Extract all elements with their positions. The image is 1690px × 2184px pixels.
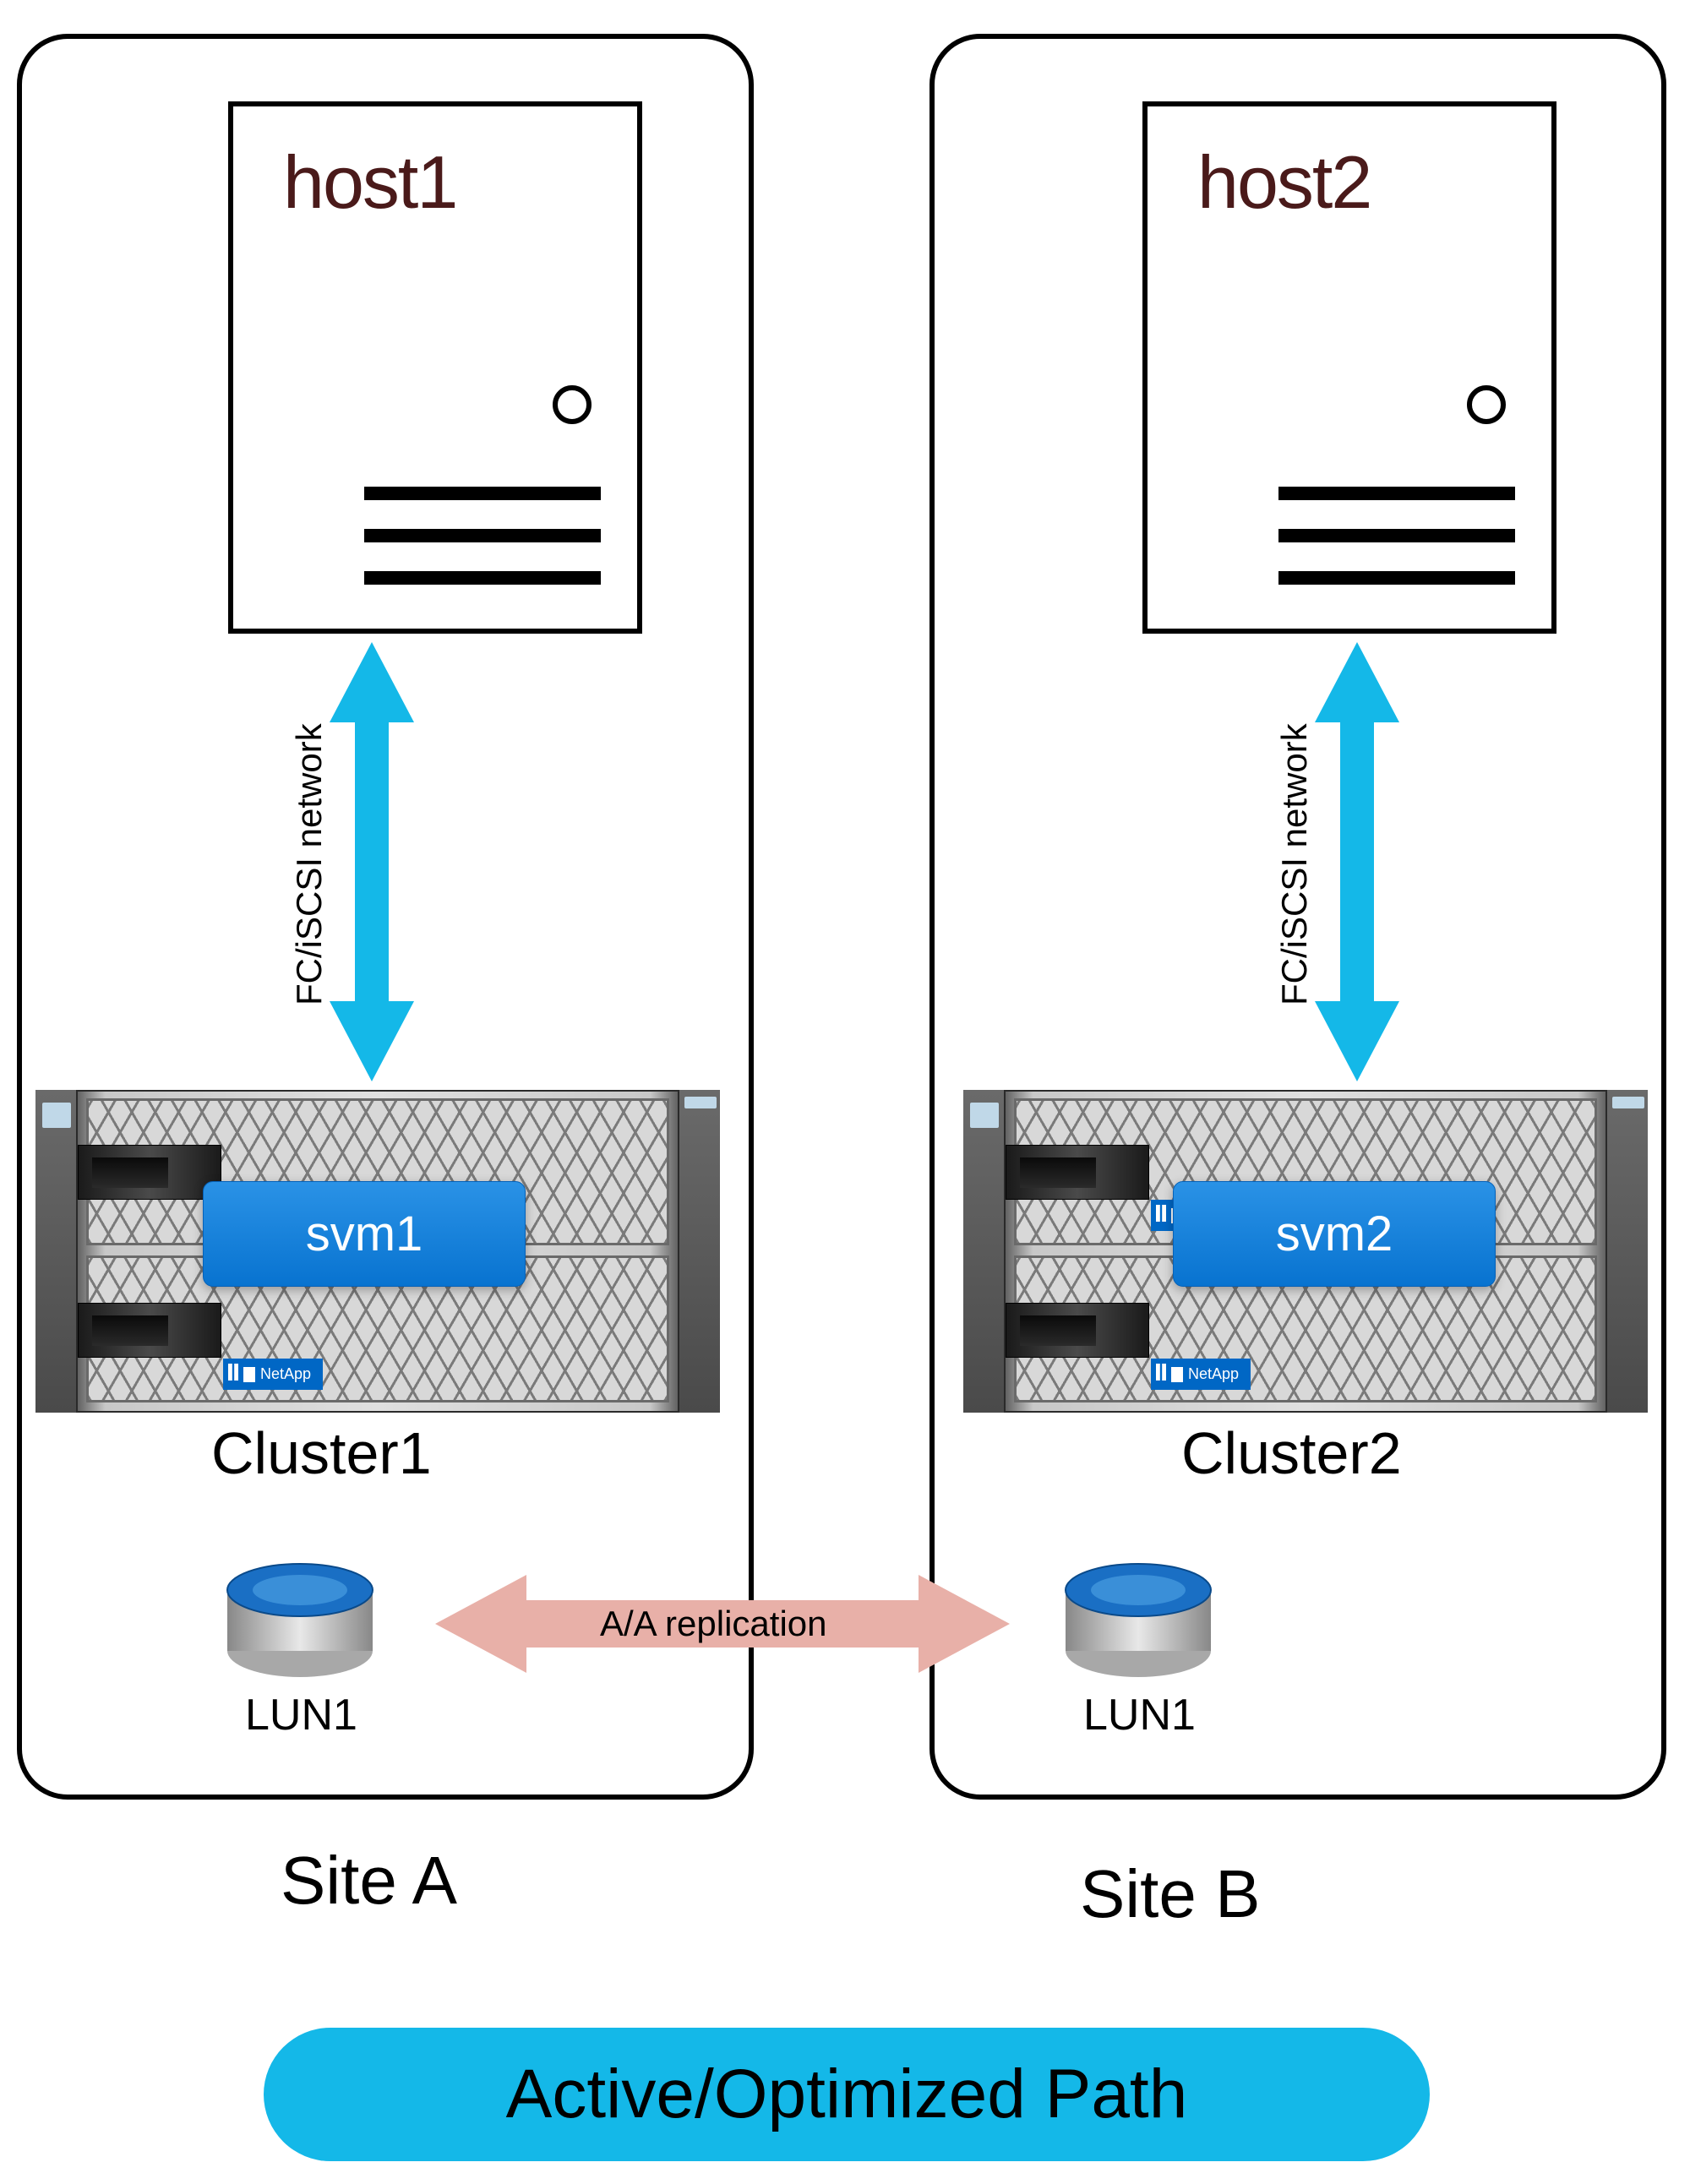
slot: [92, 1157, 168, 1188]
cluster1-left-ear: [35, 1090, 78, 1413]
slot: [1020, 1315, 1096, 1346]
svm2-label: svm2: [1173, 1181, 1496, 1287]
slot: [92, 1315, 168, 1346]
cluster2-handle: [1006, 1145, 1149, 1200]
host1-vent: [364, 529, 601, 542]
indicator: [42, 1103, 71, 1128]
netapp-n-icon: [1171, 1367, 1183, 1382]
cluster1-handle: [78, 1145, 221, 1200]
host1-power-led: [553, 385, 592, 424]
indicator: [970, 1103, 999, 1128]
network-label-b: FC/iSCSI network: [1274, 718, 1315, 1005]
site-b-label: Site B: [1080, 1855, 1260, 1933]
host2-vent: [1278, 487, 1515, 500]
network-arrow-b: [1315, 642, 1399, 1081]
legend-active-optimized: Active/Optimized Path: [264, 2028, 1430, 2161]
host2-label: host2: [1197, 139, 1371, 226]
host2-power-led: [1467, 385, 1506, 424]
network-arrow-a: [330, 642, 414, 1081]
host2-vent: [1278, 571, 1515, 585]
netapp-logo: NetApp: [1151, 1359, 1251, 1390]
netapp-n-icon: [243, 1367, 255, 1382]
replication-label: A/A replication: [600, 1604, 827, 1644]
cluster1-right-ear: [678, 1090, 720, 1413]
host1-label: host1: [283, 139, 456, 226]
site-a-label: Site A: [281, 1842, 457, 1920]
legend-text: Active/Optimized Path: [506, 2055, 1188, 2134]
lun1-b-label: LUN1: [1083, 1690, 1196, 1740]
cluster2-handle: [1006, 1303, 1149, 1358]
svm1-label: svm1: [203, 1181, 526, 1287]
indicator: [684, 1097, 717, 1108]
lun1-a-label: LUN1: [245, 1690, 357, 1740]
lun1-a-icon: [225, 1561, 375, 1680]
cluster2-right-ear: [1606, 1090, 1648, 1413]
cluster1-handle: [78, 1303, 221, 1358]
lun1-b-icon: [1063, 1561, 1213, 1680]
host1-vent: [364, 487, 601, 500]
indicator: [1612, 1097, 1644, 1108]
host2-vent: [1278, 529, 1515, 542]
cluster2-left-ear: [963, 1090, 1006, 1413]
cluster2-label: Cluster2: [1181, 1419, 1402, 1487]
netapp-logo: NetApp: [223, 1359, 323, 1390]
host1-vent: [364, 571, 601, 585]
cluster1-label: Cluster1: [211, 1419, 432, 1487]
slot: [1020, 1157, 1096, 1188]
network-label-a: FC/iSCSI network: [289, 718, 330, 1005]
